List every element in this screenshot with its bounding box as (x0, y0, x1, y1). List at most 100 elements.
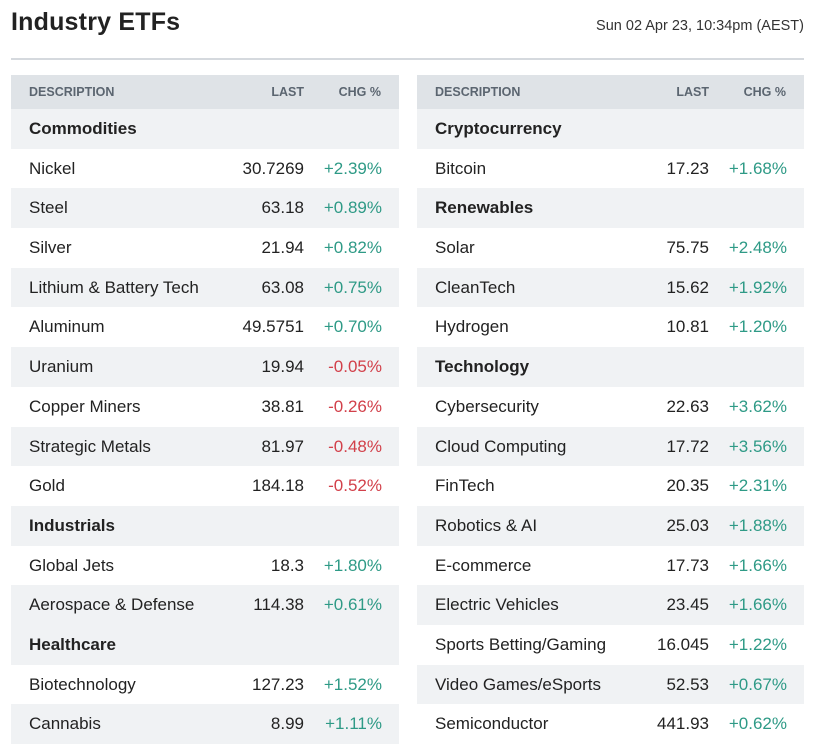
etf-name[interactable]: Cybersecurity (435, 396, 539, 416)
etf-name[interactable]: Sports Betting/Gaming (435, 634, 607, 654)
etf-name[interactable]: Semiconductor (435, 714, 549, 734)
etf-name[interactable]: Robotics & AI (435, 515, 538, 535)
last-price: 22.63 (666, 396, 709, 416)
table-row-hydrogen[interactable]: Hydrogen 10.81 +1.20% (417, 307, 804, 347)
etf-name[interactable]: Hydrogen (435, 317, 509, 337)
etf-name[interactable]: Copper Miners (29, 396, 141, 416)
etf-name[interactable]: Solar (435, 238, 475, 258)
change-percent: +1.80% (323, 555, 382, 575)
table-row-bitcoin[interactable]: Bitcoin 17.23 +1.68% (417, 149, 804, 189)
etf-name[interactable]: FinTech (435, 476, 495, 496)
change-percent: +3.56% (728, 436, 787, 456)
table-row-semiconductor[interactable]: Semiconductor 441.93 +0.62% (417, 704, 804, 744)
change-percent: +1.88% (728, 515, 787, 535)
table-body: Cryptocurrency Bitcoin 17.23 +1.68% Renewabl… (417, 109, 804, 744)
table-row-nickel[interactable]: Nickel 30.7269 +2.39% (11, 149, 399, 189)
table-row-lithium-battery-tech[interactable]: Lithium & Battery Tech 63.08 +0.75% (11, 267, 399, 308)
table-row-gold[interactable]: Gold 184.18 -0.52% (11, 466, 399, 506)
etf-name[interactable]: Aerospace & Defense (29, 595, 195, 615)
last-price: 114.38 (253, 595, 304, 615)
change-percent: +0.89% (323, 198, 382, 218)
table-row-video-games-esports[interactable]: Video Games/eSports 52.53 +0.67% (417, 664, 804, 705)
table-row-solar[interactable]: Solar 75.75 +2.48% (417, 228, 804, 268)
group-label: Technology (435, 357, 530, 377)
last-price: 15.62 (666, 277, 709, 297)
table-row-uranium[interactable]: Uranium 19.94 -0.05% (11, 347, 399, 387)
table-row-cleantech[interactable]: CleanTech 15.62 +1.92% (417, 267, 804, 308)
etf-name[interactable]: Nickel (29, 158, 76, 178)
last-price: 16.045 (657, 634, 709, 654)
last-price: 38.81 (261, 396, 304, 416)
change-percent: +0.75% (323, 277, 382, 297)
change-percent: +1.68% (728, 158, 787, 178)
etf-name[interactable]: Steel (29, 198, 68, 218)
etf-name[interactable]: Bitcoin (435, 158, 487, 178)
last-price: 10.81 (666, 317, 709, 337)
change-percent: +2.48% (728, 238, 787, 258)
etf-name[interactable]: Global Jets (29, 555, 115, 575)
change-percent: +1.66% (728, 595, 787, 615)
change-percent: -0.26% (328, 396, 382, 416)
last-price: 20.35 (666, 476, 709, 496)
etf-name[interactable]: Cloud Computing (435, 436, 567, 456)
table-row-silver[interactable]: Silver 21.94 +0.82% (11, 228, 399, 268)
change-percent: +2.31% (728, 476, 787, 496)
etf-name[interactable]: Biotechnology (29, 674, 136, 694)
timestamp: Sun 02 Apr 23, 10:34pm (AEST) (596, 18, 804, 34)
table-header: DESCRIPTION LAST CHG % (417, 75, 804, 109)
group-header-industrials: Industrials (11, 505, 399, 546)
change-percent: +1.22% (728, 634, 787, 654)
change-percent: +1.20% (728, 317, 787, 337)
table-row-aluminum[interactable]: Aluminum 49.5751 +0.70% (11, 307, 399, 347)
etf-name[interactable]: Aluminum (29, 317, 105, 337)
table-row-sports-betting-gaming[interactable]: Sports Betting/Gaming 16.045 +1.22% (417, 625, 804, 665)
etf-name[interactable]: Strategic Metals (29, 436, 151, 456)
etf-name[interactable]: Silver (29, 238, 72, 258)
table-row-robotics-ai[interactable]: Robotics & AI 25.03 +1.88% (417, 505, 804, 546)
change-percent: +0.70% (323, 317, 382, 337)
column-header-chg: CHG % (743, 85, 786, 99)
table-row-cannabis[interactable]: Cannabis 8.99 +1.11% (11, 704, 399, 744)
etf-name[interactable]: Cannabis (29, 714, 101, 734)
etf-name[interactable]: E-commerce (435, 555, 532, 575)
group-label: Healthcare (29, 634, 116, 654)
group-label: Renewables (435, 198, 534, 218)
last-price: 63.18 (261, 198, 304, 218)
etf-name[interactable]: Uranium (29, 357, 94, 377)
table-row-electric-vehicles[interactable]: Electric Vehicles 23.45 +1.66% (417, 585, 804, 625)
change-percent: +1.92% (728, 277, 787, 297)
table-row-e-commerce[interactable]: E-commerce 17.73 +1.66% (417, 546, 804, 586)
group-header-technology: Technology (417, 347, 804, 387)
last-price: 19.94 (261, 357, 304, 377)
last-price: 75.75 (666, 238, 709, 258)
etf-name[interactable]: Electric Vehicles (435, 595, 559, 615)
last-price: 184.18 (252, 476, 304, 496)
table-row-cybersecurity[interactable]: Cybersecurity 22.63 +3.62% (417, 387, 804, 427)
last-price: 52.53 (666, 674, 709, 694)
table-row-aerospace-defense[interactable]: Aerospace & Defense 114.38 +0.61% (11, 585, 399, 625)
table-row-global-jets[interactable]: Global Jets 18.3 +1.80% (11, 546, 399, 586)
last-price: 441.93 (657, 714, 709, 734)
table-row-copper-miners[interactable]: Copper Miners 38.81 -0.26% (11, 387, 399, 427)
etf-name[interactable]: CleanTech (435, 277, 516, 297)
table-row-fintech[interactable]: FinTech 20.35 +2.31% (417, 466, 804, 506)
group-header-commodities: Commodities (11, 109, 399, 149)
last-price: 81.97 (261, 436, 304, 456)
change-percent: +0.61% (323, 595, 382, 615)
change-percent: +0.62% (728, 714, 787, 734)
change-percent: -0.52% (328, 476, 382, 496)
last-price: 17.23 (666, 158, 709, 178)
table-row-strategic-metals[interactable]: Strategic Metals 81.97 -0.48% (11, 426, 399, 467)
last-price: 23.45 (666, 595, 709, 615)
change-percent: +1.11% (325, 714, 382, 734)
table-header: DESCRIPTION LAST CHG % (11, 75, 399, 109)
etf-table-right: DESCRIPTION LAST CHG % Cryptocurrency Bit… (417, 75, 804, 744)
column-header-description: DESCRIPTION (435, 85, 521, 99)
etf-name[interactable]: Lithium & Battery Tech (29, 277, 199, 297)
etf-name[interactable]: Gold (29, 476, 65, 496)
table-row-cloud-computing[interactable]: Cloud Computing 17.72 +3.56% (417, 426, 804, 467)
etf-name[interactable]: Video Games/eSports (435, 674, 601, 694)
table-row-steel[interactable]: Steel 63.18 +0.89% (11, 188, 399, 229)
group-label: Cryptocurrency (435, 119, 562, 138)
table-row-biotechnology[interactable]: Biotechnology 127.23 +1.52% (11, 665, 399, 705)
